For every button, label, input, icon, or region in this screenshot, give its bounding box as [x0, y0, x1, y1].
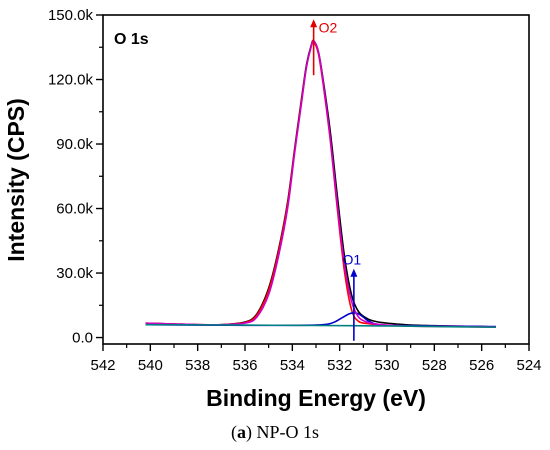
x-tick-label: 534 [280, 357, 305, 374]
panel-label: O 1s [114, 31, 149, 48]
y-tick-label: 90.0k [56, 136, 93, 153]
xps-chart: 542 540 538 536 534 532 530 528 526 524 0.0 30.0k 6… [3, 7, 542, 411]
x-tick-label: 532 [327, 357, 352, 374]
x-tick-label: 536 [232, 357, 257, 374]
x-tick-label: 526 [469, 357, 494, 374]
figure-caption: (a) NP-O 1s [230, 422, 319, 442]
annotation-arrowhead [310, 19, 318, 28]
y-tick-label: 30.0k [56, 265, 93, 282]
x-tick-label: 524 [516, 357, 541, 374]
plot-frame [102, 14, 530, 345]
x-tick-label: 538 [185, 357, 210, 374]
y-tick-label: 150.0k [48, 7, 94, 24]
series-line-0 [145, 39, 496, 328]
annotation-layer: O2 O1 [310, 19, 362, 341]
series-line-4 [145, 323, 496, 329]
annotation-arrowhead [350, 268, 358, 277]
x-tick-label: 528 [422, 357, 447, 374]
caption-text: NP-O 1s [251, 422, 319, 442]
y-tick-label: 0.0 [72, 330, 93, 347]
series-line-1 [145, 40, 496, 328]
annotation-label-O2: O2 [319, 19, 338, 35]
x-axis: 542 540 538 536 534 532 530 528 526 524 [90, 344, 542, 374]
x-tick-label: 530 [374, 357, 399, 374]
series-layer [145, 39, 496, 329]
x-tick-label: 542 [90, 357, 115, 374]
y-axis-title: Intensity (CPS) [3, 98, 29, 262]
x-axis-title: Binding Energy (eV) [206, 385, 426, 411]
y-axis: 0.0 30.0k 60.0k 90.0k 120.0k 150.0k [48, 7, 103, 347]
caption-letter: a [236, 422, 246, 442]
annotation-label-O1: O1 [343, 252, 362, 268]
y-tick-label: 60.0k [56, 201, 93, 218]
series-line-3 [145, 39, 496, 328]
x-tick-label: 540 [138, 357, 163, 374]
y-tick-label: 120.0k [48, 72, 94, 89]
